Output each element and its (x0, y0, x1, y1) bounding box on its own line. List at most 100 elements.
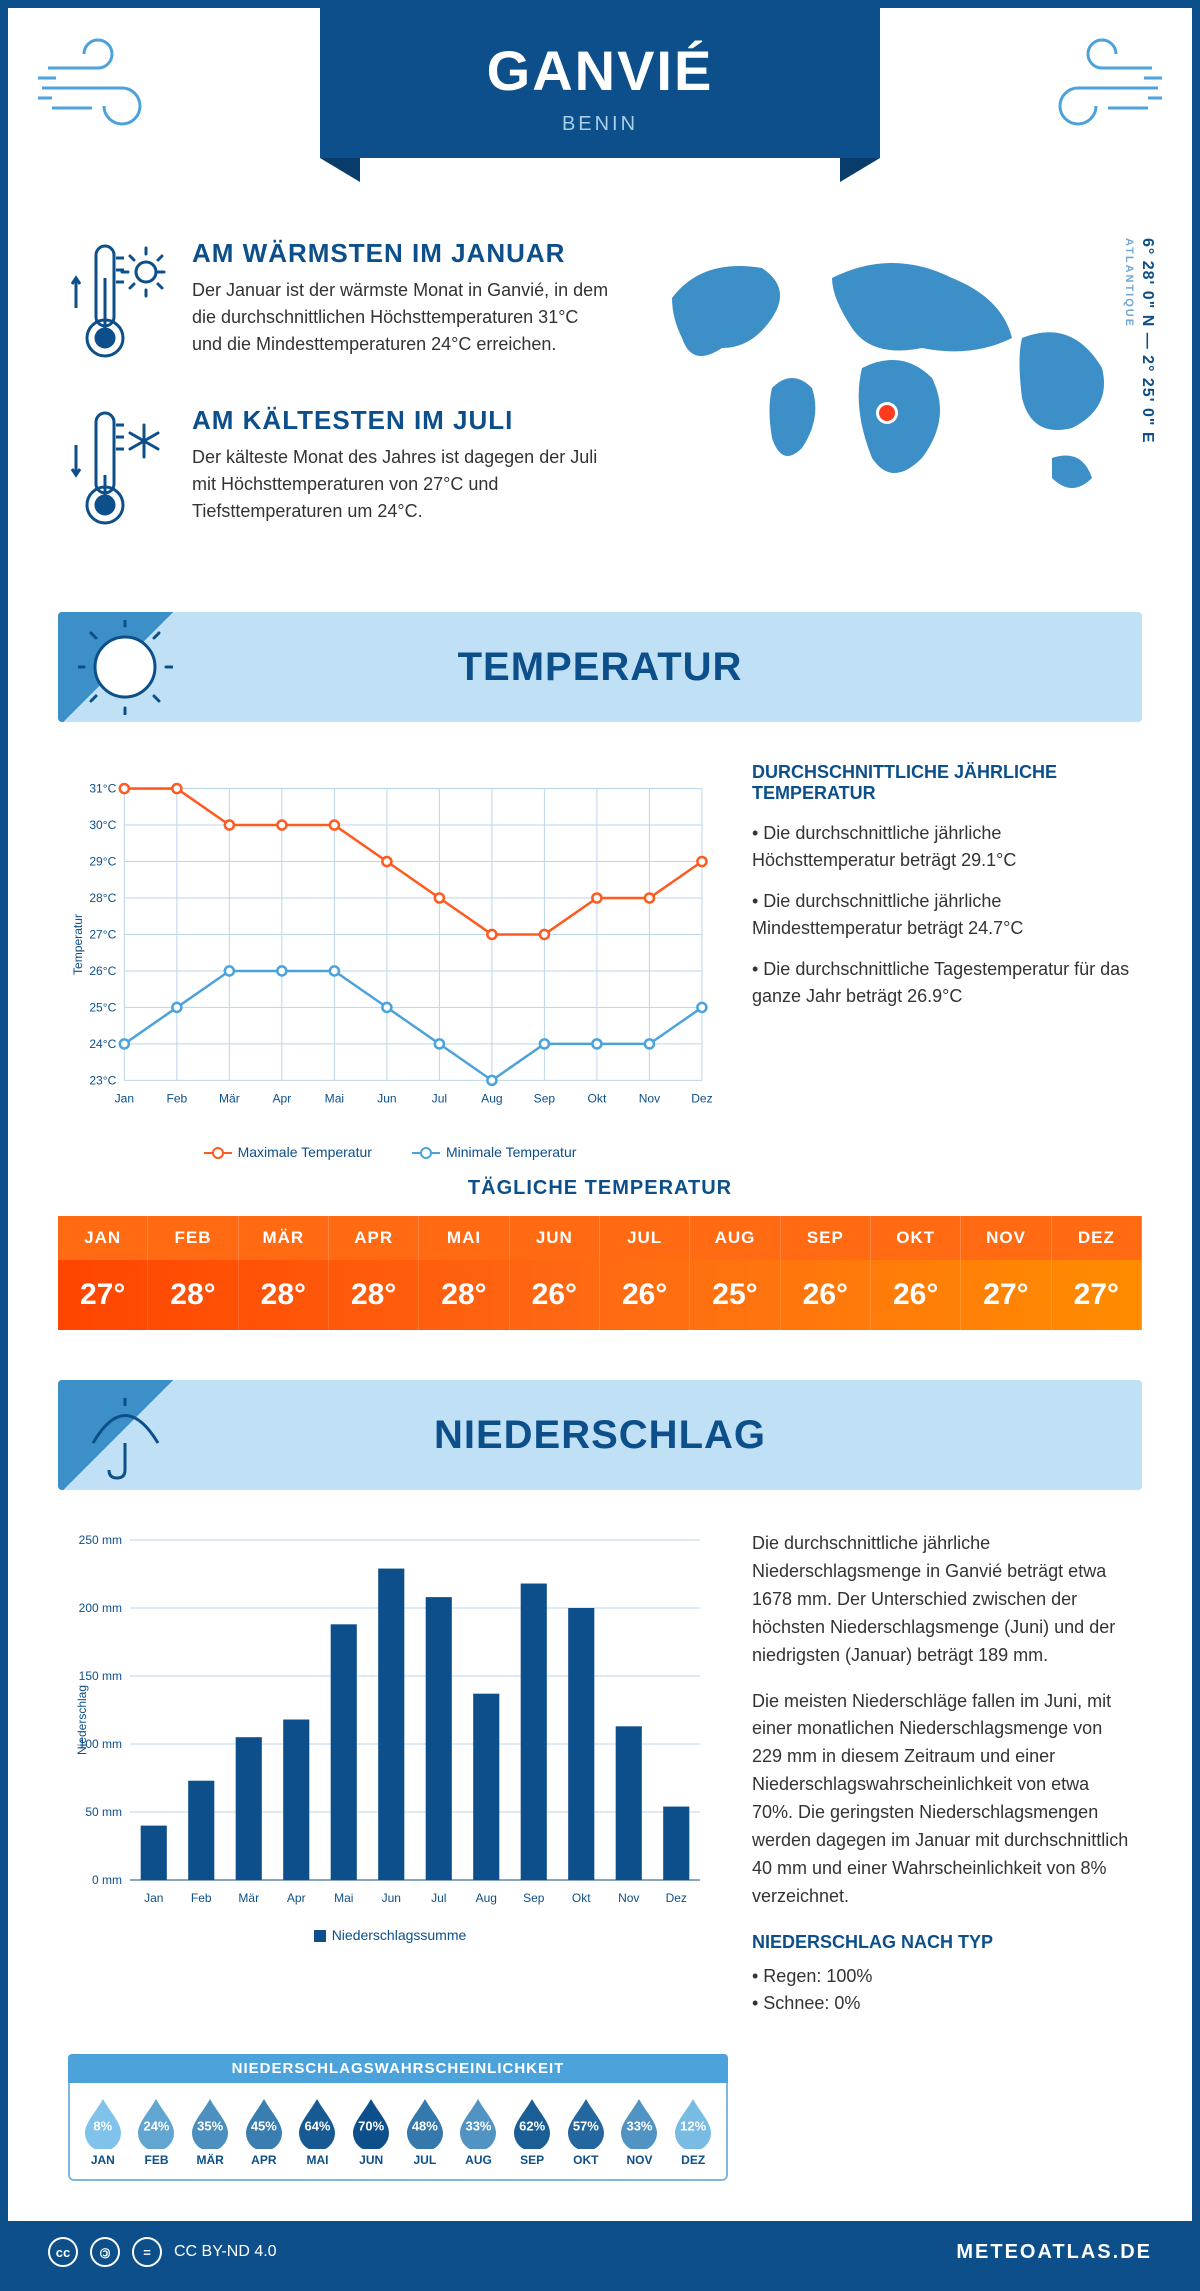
probability-box: NIEDERSCHLAGSWAHRSCHEINLICHKEIT 8% JAN 2… (68, 2054, 728, 2181)
section-header-temp: TEMPERATUR (58, 612, 1142, 722)
daily-month: JAN (58, 1216, 148, 1260)
section-title: TEMPERATUR (458, 645, 743, 690)
coords-region: ATLANTIQUE (1123, 238, 1135, 328)
umbrella-icon (78, 1388, 173, 1488)
svg-text:150 mm: 150 mm (79, 1669, 122, 1683)
svg-text:0 mm: 0 mm (92, 1873, 122, 1887)
drop-cell: 35% MÄR (185, 2095, 235, 2167)
daily-value: 27° (58, 1260, 148, 1330)
temp-bullet: • Die durchschnittliche jährliche Mindes… (752, 888, 1132, 942)
daily-value: 27° (961, 1260, 1051, 1330)
warmest-text: Der Januar ist der wärmste Monat in Ganv… (192, 277, 612, 358)
thermometer-cold-icon (68, 405, 168, 540)
drop-cell: 70% JUN (346, 2095, 396, 2167)
daily-value: 25° (690, 1260, 780, 1330)
svg-text:26°C: 26°C (89, 964, 116, 978)
coordinates: 6° 28' 0" N — 2° 25' 0" E ATLANTIQUE (1120, 238, 1156, 444)
license: cc 🄯 = CC BY-ND 4.0 (48, 2237, 277, 2267)
nd-icon: = (132, 2237, 162, 2267)
warmest-block: AM WÄRMSTEN IM JANUAR Der Januar ist der… (68, 238, 612, 373)
svg-text:Jan: Jan (144, 1891, 163, 1905)
svg-text:Dez: Dez (691, 1092, 712, 1106)
svg-text:Temperatur: Temperatur (71, 914, 85, 975)
svg-text:Feb: Feb (166, 1092, 187, 1106)
daily-month: JUL (600, 1216, 690, 1260)
temp-line-chart: 23°C24°C25°C26°C27°C28°C29°C30°C31°CJanF… (68, 762, 712, 1127)
precip-type-heading: NIEDERSCHLAG NACH TYP (752, 1929, 1132, 1957)
precip-snow: • Schnee: 0% (752, 1990, 1132, 2018)
svg-text:Jul: Jul (432, 1092, 447, 1106)
drop-month: JUN (346, 2153, 396, 2167)
by-icon: 🄯 (90, 2237, 120, 2267)
svg-text:200 mm: 200 mm (79, 1601, 122, 1615)
daily-month: DEZ (1052, 1216, 1142, 1260)
daily-month: JUN (510, 1216, 600, 1260)
drop-pct: 33% (465, 2118, 491, 2133)
precip-rain: • Regen: 100% (752, 1963, 1132, 1991)
drop-icon: 33% (617, 2095, 661, 2149)
daily-value: 26° (781, 1260, 871, 1330)
daily-month: FEB (148, 1216, 238, 1260)
header: GANVIÉ BENIN (8, 8, 1192, 208)
wind-icon (1022, 38, 1162, 133)
drop-month: JUL (400, 2153, 450, 2167)
svg-text:Mär: Mär (219, 1092, 240, 1106)
svg-text:30°C: 30°C (89, 818, 116, 832)
svg-text:Nov: Nov (639, 1092, 660, 1106)
svg-text:Niederschlag: Niederschlag (75, 1685, 89, 1755)
svg-text:28°C: 28°C (89, 891, 116, 905)
drop-icon: 45% (242, 2095, 286, 2149)
svg-text:25°C: 25°C (89, 1000, 116, 1014)
drop-pct: 45% (251, 2118, 277, 2133)
intro-left: AM WÄRMSTEN IM JANUAR Der Januar ist der… (68, 238, 612, 572)
drop-icon: 64% (295, 2095, 339, 2149)
drop-pct: 70% (358, 2118, 384, 2133)
daily-table: JANFEBMÄRAPRMAIJUNJULAUGSEPOKTNOVDEZ 27°… (58, 1216, 1142, 1330)
svg-text:31°C: 31°C (89, 782, 116, 796)
daily-month: SEP (781, 1216, 871, 1260)
svg-text:29°C: 29°C (89, 855, 116, 869)
bar-legend-label: Niederschlagssumme (332, 1927, 467, 1943)
drop-pct: 8% (93, 2118, 112, 2133)
svg-text:Nov: Nov (618, 1891, 639, 1905)
drop-pct: 33% (626, 2118, 652, 2133)
coldest-text: Der kälteste Monat des Jahres ist dagege… (192, 444, 612, 525)
page-subtitle: BENIN (320, 113, 880, 136)
daily-value: 28° (148, 1260, 238, 1330)
daily-month: MÄR (239, 1216, 329, 1260)
daily-month: MAI (419, 1216, 509, 1260)
precip-p2: Die meisten Niederschläge fallen im Juni… (752, 1688, 1132, 1911)
drop-icon: 35% (188, 2095, 232, 2149)
svg-text:Apr: Apr (287, 1891, 306, 1905)
drop-icon: 57% (564, 2095, 608, 2149)
thermometer-hot-icon (68, 238, 168, 373)
drop-month: MÄR (185, 2153, 235, 2167)
svg-text:Jul: Jul (431, 1891, 446, 1905)
section-header-precip: NIEDERSCHLAG (58, 1380, 1142, 1490)
drop-icon: 62% (510, 2095, 554, 2149)
page: GANVIÉ BENIN AM WÄRMSTEN IM JANUAR (0, 0, 1200, 2291)
daily-value: 28° (239, 1260, 329, 1330)
drop-cell: 57% OKT (561, 2095, 611, 2167)
svg-text:Jan: Jan (115, 1092, 134, 1106)
drop-cell: 64% MAI (293, 2095, 343, 2167)
drop-cell: 45% APR (239, 2095, 289, 2167)
legend-min: Minimale Temperatur (446, 1144, 576, 1160)
license-text: CC BY-ND 4.0 (174, 2243, 277, 2261)
drop-icon: 70% (349, 2095, 393, 2149)
daily-month: APR (329, 1216, 419, 1260)
daily-month: OKT (871, 1216, 961, 1260)
site-name: METEOATLAS.DE (956, 2241, 1152, 2264)
drop-month: NOV (615, 2153, 665, 2167)
sun-icon (78, 620, 173, 720)
warmest-heading: AM WÄRMSTEN IM JANUAR (192, 238, 612, 269)
temp-info: DURCHSCHNITTLICHE JÄHRLICHE TEMPERATUR •… (752, 762, 1132, 1127)
svg-text:Aug: Aug (481, 1092, 502, 1106)
cc-icon: cc (48, 2237, 78, 2267)
temp-info-heading: DURCHSCHNITTLICHE JÄHRLICHE TEMPERATUR (752, 762, 1132, 804)
page-title: GANVIÉ (320, 38, 880, 103)
drop-month: SEP (507, 2153, 557, 2167)
legend: Maximale Temperatur Minimale Temperatur (68, 1144, 712, 1160)
drop-pct: 12% (680, 2118, 706, 2133)
svg-text:24°C: 24°C (89, 1037, 116, 1051)
